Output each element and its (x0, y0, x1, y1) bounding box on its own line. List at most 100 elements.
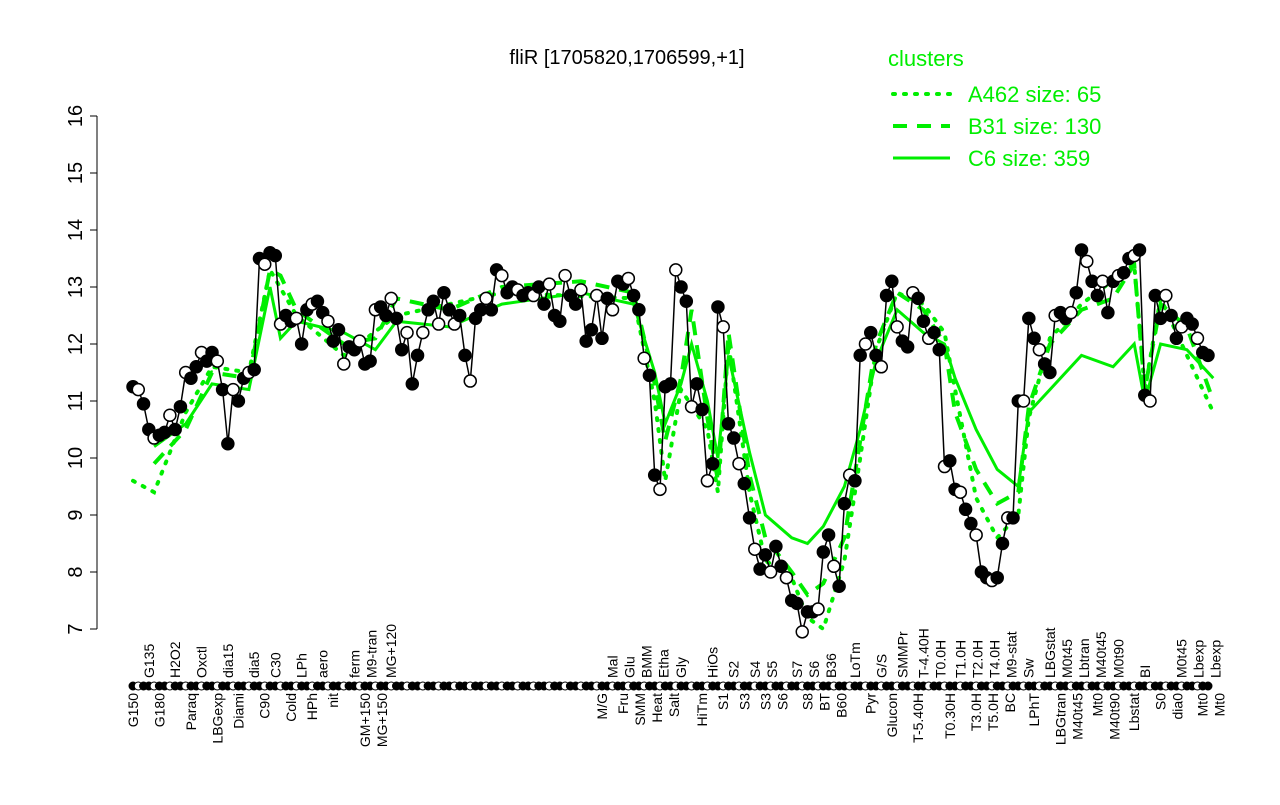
x-tick-label: SMMPr (894, 631, 910, 678)
data-point (1132, 243, 1147, 257)
legend-title: clusters (888, 46, 964, 71)
x-tick-label: Gly (673, 657, 689, 678)
x-tick-label: HiOs (705, 647, 721, 678)
data-point (389, 311, 404, 326)
data-point (779, 570, 794, 585)
data-point (1006, 511, 1020, 525)
data-point (131, 382, 146, 397)
data-point (769, 539, 783, 554)
data-point (584, 323, 599, 337)
x-tick-label: T-4.40H (915, 628, 931, 678)
x-tick-label: T4.0H (986, 640, 1002, 678)
x-tick-label: Lbexp (1191, 640, 1207, 678)
data-point (653, 482, 667, 497)
x-tick-label: B36 (823, 653, 839, 678)
x-tick-label: S1 (715, 693, 731, 710)
data-point (790, 596, 804, 611)
x-tick-label: T5.0H (985, 693, 1001, 731)
data-point (558, 268, 572, 283)
data-point (184, 371, 198, 385)
y-tick-label: 15 (65, 162, 87, 184)
x-tick-label: SMM (632, 693, 648, 726)
data-point (1069, 285, 1084, 300)
data-point (690, 377, 704, 391)
data-point (1016, 394, 1031, 408)
data-point (679, 294, 694, 308)
data-point (1074, 243, 1089, 257)
x-tick-label: M9-tran (363, 630, 379, 678)
x-tick-label: Cold (283, 693, 299, 722)
data-point (848, 474, 862, 488)
x-tick-label: LPhT (1026, 693, 1042, 727)
data-point (426, 294, 441, 308)
data-point (384, 291, 398, 306)
data-point (885, 274, 899, 289)
data-point (363, 354, 377, 368)
data-point (637, 351, 651, 365)
x-tick-label: aero (315, 650, 331, 678)
data-point (416, 325, 430, 340)
y-tick-label: 9 (65, 509, 87, 520)
data-point (542, 277, 557, 291)
data-point (874, 360, 889, 374)
x-tick-label: BC (1002, 693, 1018, 712)
y-tick-label: 10 (65, 447, 87, 469)
data-point (711, 300, 725, 314)
data-point (663, 377, 678, 391)
data-point (763, 565, 778, 579)
x-tick-label: Lbexp (1208, 640, 1224, 678)
data-point (1032, 342, 1047, 357)
y-axis: 7 8 9 10 11 12 13 14 15 16 (65, 105, 98, 635)
x-tick-label: Diami (230, 693, 246, 729)
data-point (431, 317, 446, 331)
x-tick-label: M/G (594, 693, 610, 719)
x-tick-label: LBGexp (209, 693, 225, 744)
x-tick-label: Etha (656, 649, 672, 678)
data-point (832, 579, 846, 593)
data-point (669, 263, 683, 277)
y-tick-label: 16 (65, 105, 87, 127)
data-point (289, 311, 304, 326)
data-point (953, 485, 968, 499)
y-tick-label: 12 (65, 333, 87, 355)
data-point (700, 474, 715, 488)
x-tick-label: M40t45 (1093, 631, 1109, 678)
x-tick-label: S6 (806, 661, 822, 678)
data-point (463, 374, 478, 388)
x-marker (1203, 681, 1213, 691)
data-point (1022, 311, 1036, 326)
x-tick-label: Pyr (863, 693, 879, 714)
x-tick-label: M9-stat (1003, 631, 1019, 678)
x-tick-label: S0 (1153, 693, 1169, 710)
x-tick-label: T0.0H (932, 640, 948, 678)
data-point (1090, 288, 1105, 303)
data-points (126, 243, 1215, 639)
data-point (268, 248, 283, 263)
x-tick-label: S8 (800, 693, 816, 710)
data-point (943, 454, 957, 468)
data-point (647, 468, 662, 482)
x-tick-label: BI (1137, 665, 1153, 678)
data-point (442, 303, 456, 317)
data-point (605, 303, 620, 317)
data-point (310, 294, 325, 308)
data-point (621, 271, 636, 286)
data-point (257, 257, 272, 271)
data-point (726, 431, 741, 445)
data-point (574, 283, 588, 297)
x-tick-label: BT (817, 693, 833, 711)
x-tick-label: H2O2 (167, 641, 183, 678)
data-point (168, 422, 182, 437)
x-tick-label: C30 (267, 652, 283, 678)
data-point (452, 308, 467, 323)
data-point (869, 348, 883, 363)
data-point (811, 602, 825, 616)
data-point (395, 342, 409, 357)
legend-label: A462 size: 65 (968, 82, 1101, 107)
x-tick-label: GM+150 (357, 693, 373, 747)
x-tick-label: ferm (346, 650, 362, 678)
data-point (958, 502, 973, 517)
x-tick-label: S3 (757, 693, 773, 710)
y-tick-label: 11 (65, 391, 87, 412)
